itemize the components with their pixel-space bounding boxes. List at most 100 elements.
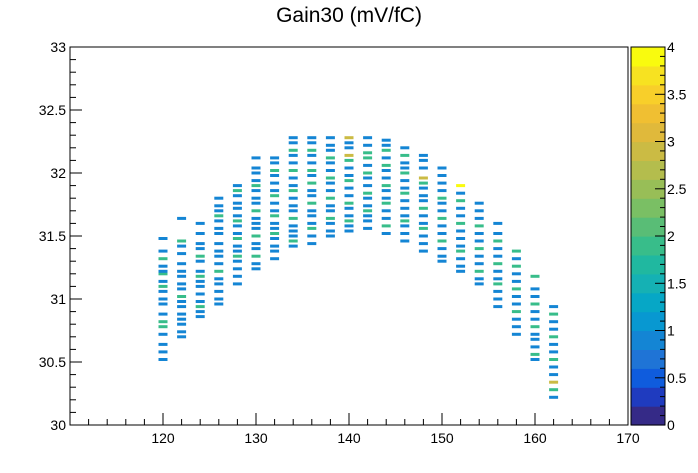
heatmap-cell <box>195 292 205 296</box>
heatmap-cell <box>307 242 317 246</box>
heatmap-cell <box>418 199 428 203</box>
heatmap-cell <box>232 184 242 188</box>
heatmap-cell <box>325 176 335 180</box>
heatmap-cell <box>325 204 335 208</box>
heatmap-cell <box>195 310 205 314</box>
heatmap-cell <box>549 312 559 316</box>
heatmap-cell <box>232 244 242 248</box>
heatmap-cell <box>400 206 410 210</box>
heatmap-cell <box>158 302 168 306</box>
heatmap-cell <box>530 310 540 314</box>
palette-band <box>631 387 665 407</box>
heatmap-cell <box>363 214 373 218</box>
heatmap-cell <box>400 214 410 218</box>
heatmap-cell <box>158 279 168 283</box>
heatmap-cell <box>493 239 503 243</box>
heatmap-cell <box>437 247 447 251</box>
heatmap-cell <box>456 264 466 268</box>
heatmap-cell <box>158 237 168 240</box>
heatmap-cell <box>363 171 373 175</box>
heatmap-cell <box>288 234 298 238</box>
heatmap-cell <box>195 300 205 303</box>
heatmap-cell <box>288 244 298 248</box>
palette-band <box>631 217 665 237</box>
heatmap-cell <box>418 176 428 180</box>
palette-band <box>631 368 665 388</box>
y-axis: 30 30.5 31 31.5 32 32.5 33 <box>39 39 82 433</box>
heatmap-cell <box>418 181 428 185</box>
heatmap-cell <box>214 282 224 286</box>
heatmap-cell <box>474 201 484 205</box>
palette-band <box>631 292 665 313</box>
heatmap-cell <box>251 171 261 175</box>
heatmap-cell <box>214 254 224 258</box>
heatmap-cell <box>158 289 168 293</box>
heatmap-cell <box>549 342 559 346</box>
heatmap-cell <box>270 161 280 165</box>
palette-band <box>631 141 665 161</box>
x-tick-label: 150 <box>430 430 454 446</box>
heatmap-cell <box>381 184 391 188</box>
palette-band <box>631 65 665 86</box>
heatmap-cell <box>549 350 559 354</box>
heatmap-cell <box>344 136 354 140</box>
heatmap-cell <box>381 232 391 235</box>
x-tick-label: 160 <box>523 430 547 446</box>
heatmap-cell <box>456 184 466 188</box>
heatmap-cell <box>232 232 242 235</box>
heatmap-cell <box>158 332 168 336</box>
palette-band <box>631 273 665 294</box>
heatmap-cell <box>232 214 242 218</box>
heatmap-cell <box>511 279 521 283</box>
z-tick-label: 1.5 <box>667 275 687 291</box>
heatmap-cell <box>418 194 428 198</box>
heatmap-cell <box>214 242 224 246</box>
heatmap-cell <box>307 161 317 165</box>
heatmap-cell <box>474 262 484 266</box>
palette-band <box>631 330 665 350</box>
heatmap-cell <box>232 237 242 240</box>
heatmap-cell <box>418 158 428 162</box>
heatmap-cell <box>325 143 335 147</box>
heatmap-cell <box>530 332 540 336</box>
heatmap-cell <box>456 191 466 195</box>
heatmap-cell <box>307 214 317 218</box>
heatmap-cell <box>325 156 335 160</box>
heatmap-cell <box>307 194 317 198</box>
heatmap-cell <box>288 141 298 145</box>
heatmap-cell <box>270 257 280 261</box>
heatmap-cell <box>251 221 261 225</box>
heatmap-cell <box>288 229 298 233</box>
heatmap-cell <box>177 300 187 303</box>
heatmap-cell <box>363 204 373 208</box>
heatmap-cell <box>549 335 559 339</box>
heatmap-cell <box>232 219 242 223</box>
z-tick-label: 1 <box>667 323 675 339</box>
heatmap-cell <box>363 156 373 160</box>
x-tick-label: 130 <box>244 430 268 446</box>
heatmap-cell <box>177 317 187 321</box>
z-tick-label: 3.5 <box>667 86 687 102</box>
palette-band <box>631 84 665 105</box>
heatmap-cell <box>270 156 280 160</box>
heatmap-cell <box>177 335 187 339</box>
heatmap-cell <box>177 262 187 266</box>
heatmap-cell <box>195 274 205 278</box>
heatmap-cell <box>493 305 503 309</box>
x-tick-label: 170 <box>616 430 640 446</box>
heatmap-cell <box>214 219 224 223</box>
heatmap-cell <box>400 224 410 228</box>
heatmap-cell <box>288 239 298 243</box>
heatmap-cell <box>437 232 447 235</box>
heatmap-cell <box>177 330 187 334</box>
heatmap-cell <box>456 229 466 233</box>
heatmap-cell <box>195 315 205 319</box>
heatmap-cell <box>381 143 391 147</box>
heatmap-cell <box>270 181 280 185</box>
heatmap-cell <box>270 194 280 198</box>
heatmap-cell <box>549 365 559 369</box>
heatmap-cell <box>288 209 298 213</box>
heatmap-cell <box>381 201 391 205</box>
heatmap-cell <box>363 136 373 140</box>
heatmap-cell <box>251 209 261 213</box>
